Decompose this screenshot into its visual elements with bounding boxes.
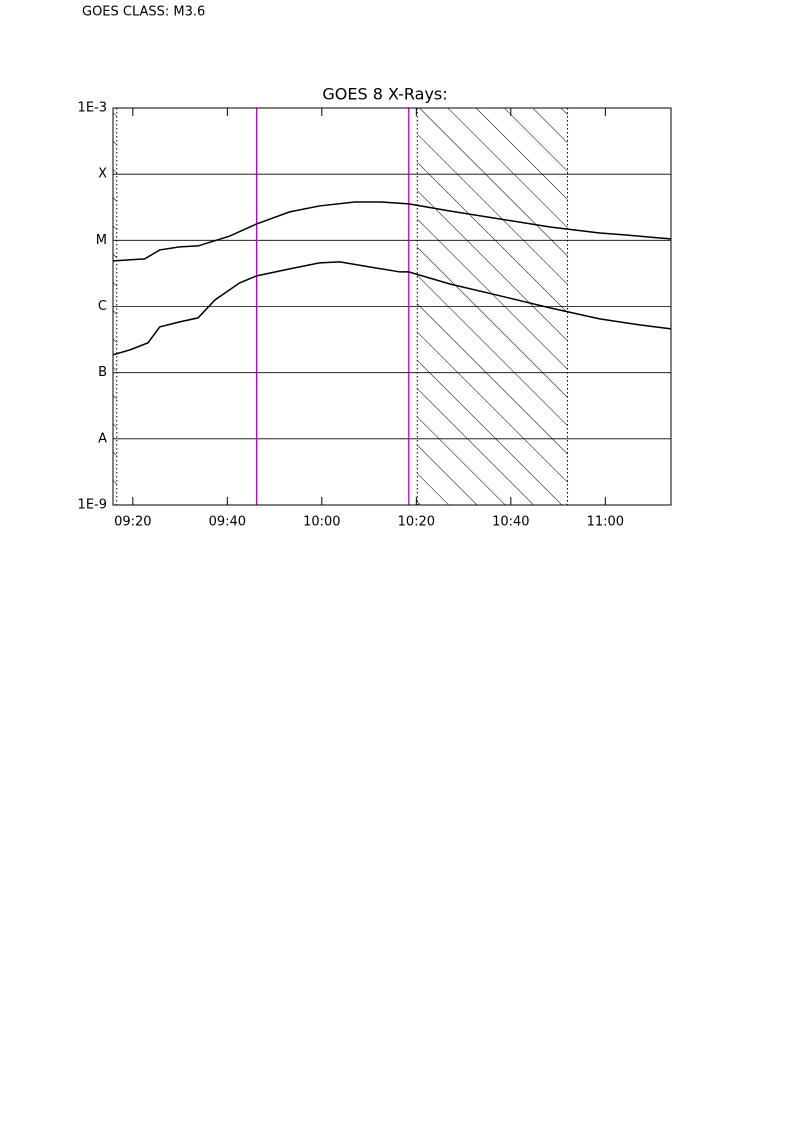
flux-curve — [112, 261, 672, 356]
goes-class: GOES CLASS: M3.6 — [82, 5, 205, 20]
x-tick-label: 10:00 — [303, 515, 340, 530]
flux-curve — [112, 201, 672, 262]
plot-frame — [112, 107, 672, 506]
x-tick-label: 10:20 — [398, 515, 435, 530]
x-tick-label: 09:20 — [114, 515, 151, 530]
y-tick-label: B — [98, 365, 107, 380]
y-tick-label: A — [98, 431, 107, 446]
y-tick-label: X — [98, 167, 107, 182]
x-tick-label: 11:00 — [587, 515, 624, 530]
chart-title: GOES 8 X-Rays: — [322, 85, 447, 104]
x-tick-label: 10:40 — [492, 515, 529, 530]
x-tick-label: 09:40 — [209, 515, 246, 530]
y-tick-label: M — [96, 233, 107, 248]
y-tick-label: C — [98, 299, 107, 314]
y-tick-label: 1E-9 — [78, 498, 107, 513]
y-tick-label: 1E-3 — [78, 101, 107, 116]
